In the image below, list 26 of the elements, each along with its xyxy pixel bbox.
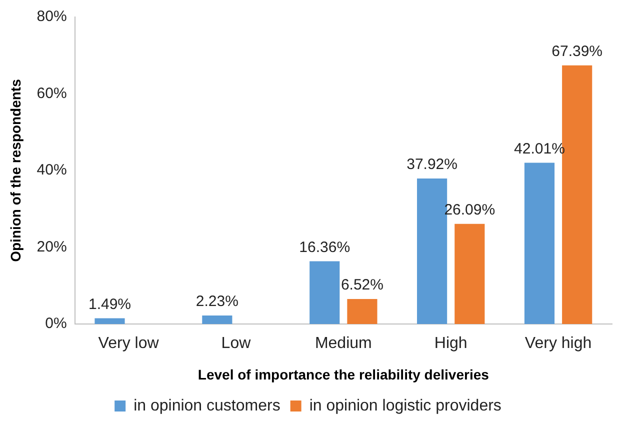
data-label: 16.36% [299,238,350,256]
bar [524,162,555,324]
data-label: 2.23% [196,293,238,310]
y-tick-label: 80% [36,8,67,26]
legend-label: in opinion customers [134,397,280,414]
x-tick-label: Very high [524,335,592,352]
data-label: 6.52% [340,276,384,294]
y-axis-title: Opinion of the respondents [7,78,24,262]
data-label: 1.49% [88,296,132,313]
data-label: 37.92% [406,156,458,174]
x-tick-label: Very low [98,335,160,352]
bar [347,298,378,324]
bar [454,224,485,324]
y-tick-label: 20% [36,238,67,256]
data-label: 67.39% [552,43,603,60]
y-tick-label: 40% [36,162,67,179]
bar [202,315,232,324]
legend-label: in opinion logistic providers [309,397,502,414]
bar [310,261,340,324]
bar [94,318,125,324]
x-tick-label: Medium [314,335,372,352]
y-tick-label: 0% [45,315,67,332]
x-tick-label: High [434,335,468,352]
x-axis-title: Level of importance the reliability deliveries [198,366,490,382]
y-tick-label: 60% [36,84,67,102]
x-tick-label: Low [221,335,252,352]
